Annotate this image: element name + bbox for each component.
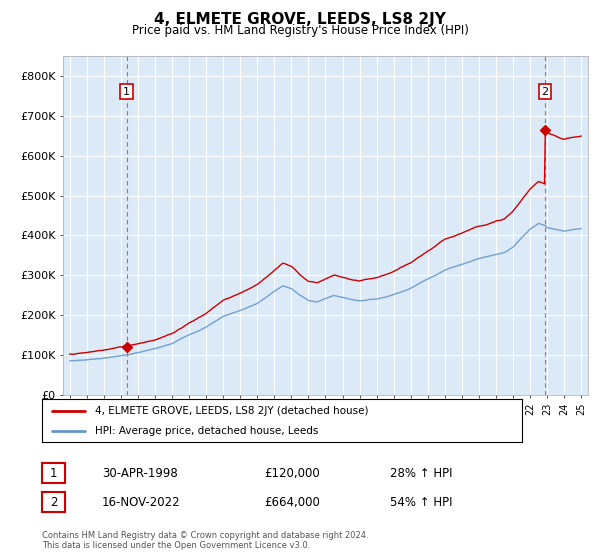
Text: 28% ↑ HPI: 28% ↑ HPI — [390, 466, 452, 480]
Text: 4, ELMETE GROVE, LEEDS, LS8 2JY: 4, ELMETE GROVE, LEEDS, LS8 2JY — [154, 12, 446, 27]
Text: 2: 2 — [50, 496, 57, 509]
Text: 30-APR-1998: 30-APR-1998 — [102, 466, 178, 480]
Text: 54% ↑ HPI: 54% ↑ HPI — [390, 496, 452, 509]
Text: £664,000: £664,000 — [264, 496, 320, 509]
Text: HPI: Average price, detached house, Leeds: HPI: Average price, detached house, Leed… — [95, 427, 318, 436]
Text: Contains HM Land Registry data © Crown copyright and database right 2024.
This d: Contains HM Land Registry data © Crown c… — [42, 531, 368, 550]
Text: 1: 1 — [50, 466, 57, 480]
Text: 4, ELMETE GROVE, LEEDS, LS8 2JY (detached house): 4, ELMETE GROVE, LEEDS, LS8 2JY (detache… — [95, 406, 368, 416]
Text: 2: 2 — [541, 87, 548, 96]
Text: 16-NOV-2022: 16-NOV-2022 — [102, 496, 181, 509]
Text: Price paid vs. HM Land Registry's House Price Index (HPI): Price paid vs. HM Land Registry's House … — [131, 24, 469, 37]
Text: £120,000: £120,000 — [264, 466, 320, 480]
Text: 1: 1 — [123, 87, 130, 96]
